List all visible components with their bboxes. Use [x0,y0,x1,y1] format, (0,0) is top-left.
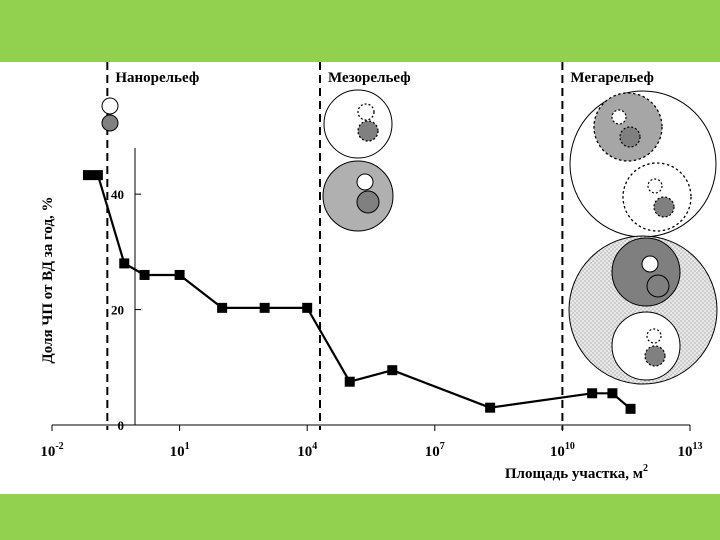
x-tick-label: 107 [425,441,445,460]
data-point [607,388,618,399]
x-ticks: 10-2 101 104 107 1010 1013 [40,425,703,460]
x-tick-base: 10 [550,444,565,460]
x-tick-label: 1013 [678,441,703,460]
data-point [119,258,130,269]
data-point [302,302,313,313]
y-tick-label: 0 [118,418,125,433]
top-band [0,0,720,62]
region-labels: Нанорельеф Мезорельеф Мегарельеф [115,70,654,86]
x-tick-base: 10 [170,444,185,460]
region-label: Мегарельеф [570,70,654,86]
region-label: Мезорельеф [328,70,411,86]
x-tick-exponent: 10 [565,441,575,452]
data-point [92,170,103,181]
x-tick-exponent: -2 [55,441,63,452]
y-ticks: 0 20 40 [111,187,141,433]
data-point [174,269,185,280]
x-tick-label: 10-2 [40,441,63,460]
data-point [259,302,270,313]
data-point [587,388,598,399]
meso-schematic-bottom [322,160,394,232]
region-label: Нанорельеф [115,70,199,86]
data-point [387,365,398,376]
x-axis-label-text: Площадь участка, м [505,466,643,482]
x-tick-base: 10 [297,444,312,460]
y-tick-label: 20 [111,303,124,318]
y-axis-label: Доля ЧП от ВД за год, % [40,196,56,363]
mega-schematic-bottom [568,235,718,385]
x-axis-label: Площадь участка, м2 [505,463,648,482]
data-markers [82,170,636,414]
mega-schematic-top [569,90,717,238]
x-tick-base: 10 [40,444,55,460]
data-point [139,269,150,280]
nano-schematic [101,97,119,132]
x-tick-base: 10 [678,444,693,460]
x-axis-label-superscript: 2 [643,463,648,474]
bottom-band [0,494,720,540]
data-point [82,170,93,181]
x-tick-label: 101 [170,441,190,460]
data-point [625,403,636,414]
x-tick-label: 104 [297,441,317,460]
x-tick-exponent: 7 [440,441,445,452]
region-boundaries [106,62,564,430]
x-tick-exponent: 1 [185,441,190,452]
data-point [217,302,228,313]
data-point [485,402,496,413]
x-tick-label: 1010 [550,441,575,460]
x-tick-base: 10 [425,444,440,460]
data-point [344,376,355,387]
x-tick-exponent: 13 [693,441,703,452]
y-tick-label: 40 [111,187,124,202]
x-tick-exponent: 4 [312,441,317,452]
meso-schematic-top [323,89,393,159]
